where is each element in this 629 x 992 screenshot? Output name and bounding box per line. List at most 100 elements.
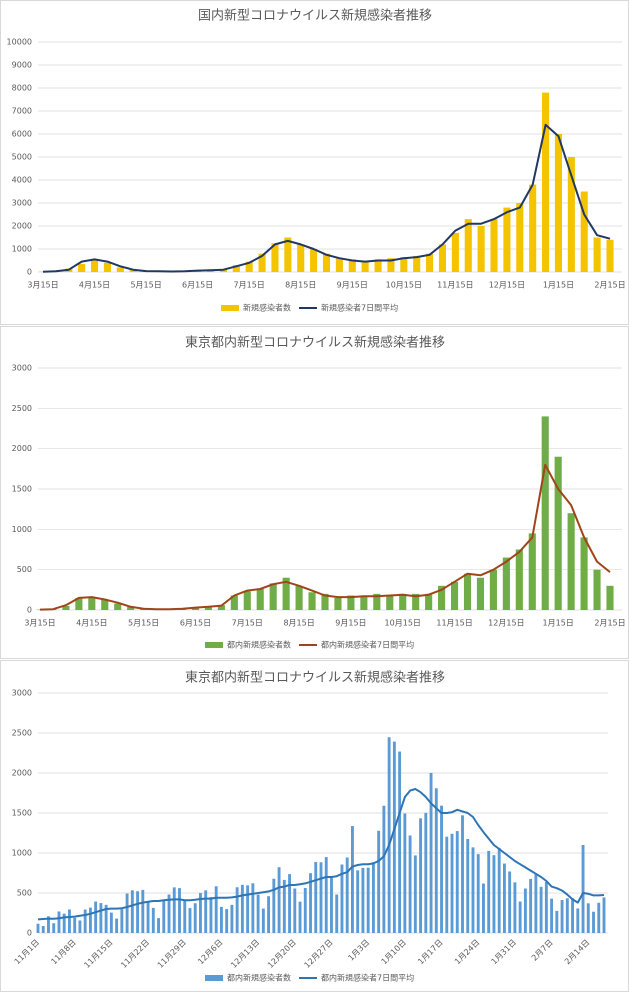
bar (104, 904, 108, 933)
bar (482, 883, 485, 933)
bar (386, 595, 394, 610)
x-tick-label: 12月6日 (196, 938, 224, 966)
x-tick-label: 12月27日 (303, 938, 335, 970)
bar (68, 909, 71, 933)
bar (99, 903, 103, 933)
x-tick-label: 7月15日 (234, 281, 265, 290)
bar (303, 887, 307, 933)
x-tick-label: 8月15日 (285, 281, 316, 290)
bar (382, 805, 386, 933)
y-tick-label: 2000 (12, 769, 32, 778)
bar (41, 926, 45, 933)
bar (403, 813, 407, 933)
bar (256, 894, 260, 933)
bar (554, 134, 562, 272)
bar (529, 878, 533, 933)
bar (62, 913, 66, 933)
bar (172, 887, 176, 933)
bar (267, 896, 271, 933)
bar (78, 920, 82, 933)
bar (529, 184, 537, 272)
y-tick-label: 0 (27, 929, 32, 938)
bar (219, 906, 223, 933)
bar (586, 903, 590, 933)
line (37, 788, 605, 921)
bar (310, 249, 318, 272)
y-tick-label: 3000 (12, 689, 32, 698)
bar (413, 855, 417, 933)
bar (230, 595, 238, 610)
bar (298, 901, 302, 933)
bar (387, 258, 395, 272)
bar (426, 253, 434, 272)
bar (523, 888, 527, 933)
bar (361, 867, 365, 933)
bar (440, 805, 443, 933)
bar (461, 815, 464, 933)
bar (309, 873, 312, 933)
x-tick-label: 12月15日 (488, 619, 524, 628)
x-tick-label: 9月15日 (337, 281, 368, 290)
bar (183, 899, 187, 933)
bar (204, 890, 208, 933)
bar (209, 897, 213, 933)
bar (284, 237, 292, 272)
y-tick-label: 1500 (12, 485, 32, 494)
x-tick-label: 10月15日 (385, 619, 421, 628)
bar (78, 263, 86, 272)
bar (571, 898, 574, 933)
x-tick-label: 1月24日 (453, 938, 481, 966)
bar (88, 907, 92, 933)
bar (130, 890, 134, 933)
x-tick-label: 4月15日 (76, 619, 107, 628)
x-tick-label: 11月8日 (49, 938, 77, 966)
bar (314, 861, 318, 933)
y-tick-label: 0 (27, 606, 32, 615)
bar (412, 593, 420, 610)
bar (73, 917, 77, 933)
x-tick-label: 3月15日 (24, 619, 55, 628)
bar (217, 605, 225, 610)
bar (94, 901, 98, 933)
x-tick-label: 12月15日 (489, 281, 525, 290)
bar (593, 237, 601, 272)
bar (340, 864, 344, 933)
bar (151, 907, 155, 933)
bar (429, 772, 433, 933)
bar (204, 606, 212, 610)
bar (565, 898, 569, 933)
x-tick-label: 11月22日 (119, 938, 151, 970)
bar (334, 597, 342, 610)
x-tick-label: 11月1日 (13, 938, 41, 966)
y-tick-label: 10000 (7, 38, 32, 47)
bar (450, 833, 454, 933)
bar (88, 597, 96, 610)
y-tick-label: 500 (17, 889, 32, 898)
bar (360, 595, 368, 610)
bar (295, 585, 303, 610)
bar (490, 219, 498, 272)
bar (243, 591, 251, 610)
bar (528, 533, 536, 610)
bar (232, 265, 240, 272)
bar (308, 592, 316, 610)
legend-label: 新規感染者数 (243, 303, 291, 313)
bar (319, 862, 323, 933)
x-tick-label: 4月15日 (79, 281, 110, 290)
x-tick-label: 1月3日 (346, 938, 371, 963)
chart-title: 国内新型コロナウイルス新規感染者推移 (198, 8, 432, 24)
bar (251, 883, 255, 933)
bar (245, 261, 253, 272)
x-tick-label: 7月15日 (232, 619, 263, 628)
bar (392, 741, 396, 933)
bar (387, 737, 391, 933)
y-tick-label: 0 (27, 268, 32, 277)
bar (101, 599, 109, 610)
bar (492, 855, 496, 933)
bar (191, 607, 200, 610)
bar (580, 191, 588, 272)
bar (450, 581, 459, 610)
y-tick-label: 2000 (12, 222, 32, 231)
x-tick-label: 11月15日 (82, 938, 114, 970)
chart-frame (0, 660, 629, 992)
